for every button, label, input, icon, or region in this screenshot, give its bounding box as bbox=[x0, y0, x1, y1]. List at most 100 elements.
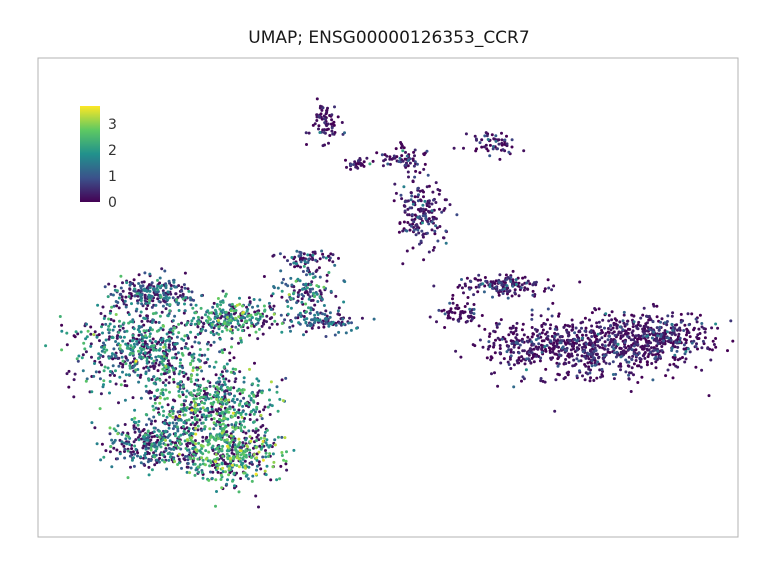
data-point bbox=[126, 344, 130, 348]
data-point bbox=[621, 328, 625, 332]
data-point bbox=[170, 356, 174, 360]
data-point bbox=[225, 328, 229, 332]
data-point bbox=[180, 347, 184, 350]
data-point bbox=[307, 306, 310, 310]
data-point bbox=[331, 132, 335, 136]
data-point bbox=[401, 229, 405, 233]
data-point bbox=[131, 346, 135, 350]
data-point bbox=[637, 351, 641, 355]
data-point bbox=[115, 289, 119, 293]
data-point bbox=[176, 446, 180, 450]
data-point bbox=[509, 275, 513, 279]
data-point bbox=[493, 351, 497, 355]
data-point bbox=[580, 326, 583, 330]
data-point bbox=[655, 315, 659, 319]
data-point bbox=[316, 300, 320, 303]
data-point bbox=[234, 421, 238, 425]
data-point bbox=[307, 131, 311, 135]
data-point bbox=[140, 280, 144, 284]
data-point bbox=[292, 261, 296, 265]
data-point bbox=[230, 302, 234, 306]
data-point bbox=[576, 335, 580, 339]
data-point bbox=[496, 336, 500, 340]
data-point bbox=[180, 466, 183, 470]
data-point bbox=[599, 331, 603, 335]
data-point bbox=[528, 348, 532, 351]
data-point bbox=[623, 345, 627, 349]
data-point bbox=[118, 347, 122, 351]
data-point bbox=[185, 406, 189, 410]
data-point bbox=[684, 357, 688, 361]
data-point bbox=[224, 326, 228, 330]
data-point bbox=[212, 393, 216, 397]
data-point bbox=[432, 198, 435, 202]
data-point bbox=[131, 396, 135, 400]
data-point bbox=[280, 451, 284, 454]
data-point bbox=[215, 490, 218, 493]
data-point bbox=[278, 477, 282, 481]
data-point bbox=[497, 281, 501, 285]
data-point bbox=[310, 280, 314, 284]
data-point bbox=[388, 157, 392, 161]
data-point bbox=[207, 450, 211, 454]
data-point bbox=[600, 367, 604, 371]
data-point bbox=[192, 389, 196, 393]
data-point bbox=[619, 355, 623, 359]
data-point bbox=[250, 479, 254, 483]
data-point bbox=[225, 401, 229, 405]
data-point bbox=[253, 361, 256, 365]
data-point bbox=[200, 401, 204, 405]
data-point bbox=[112, 446, 116, 450]
data-point bbox=[229, 327, 233, 331]
data-point bbox=[504, 340, 508, 344]
data-point bbox=[237, 490, 241, 494]
data-point bbox=[111, 293, 115, 297]
data-point bbox=[146, 366, 150, 370]
data-point bbox=[216, 470, 220, 474]
data-point bbox=[505, 277, 509, 281]
data-point bbox=[647, 348, 651, 352]
data-point bbox=[231, 445, 235, 449]
data-point bbox=[216, 400, 220, 404]
data-point bbox=[317, 124, 321, 128]
data-point bbox=[260, 391, 264, 395]
data-point bbox=[101, 355, 105, 358]
data-point bbox=[442, 236, 446, 240]
data-point bbox=[166, 290, 170, 294]
data-point bbox=[156, 369, 160, 373]
data-point bbox=[186, 287, 190, 291]
data-point bbox=[155, 342, 159, 346]
data-point bbox=[567, 361, 571, 364]
data-point bbox=[165, 356, 168, 360]
data-point bbox=[180, 403, 184, 407]
data-point bbox=[509, 354, 513, 358]
data-point bbox=[646, 343, 650, 347]
data-point bbox=[593, 307, 597, 310]
data-point bbox=[675, 349, 679, 353]
data-point bbox=[304, 320, 308, 324]
data-point bbox=[422, 167, 426, 171]
data-point bbox=[575, 357, 579, 361]
data-point bbox=[331, 122, 335, 126]
data-point bbox=[194, 378, 198, 382]
data-point bbox=[487, 345, 491, 349]
data-point bbox=[501, 148, 505, 152]
data-point bbox=[458, 315, 462, 319]
data-point bbox=[392, 154, 396, 158]
data-point bbox=[549, 347, 553, 351]
data-point bbox=[496, 384, 500, 388]
data-point bbox=[226, 386, 230, 390]
data-point bbox=[185, 438, 189, 442]
data-point bbox=[254, 313, 258, 316]
data-point bbox=[223, 399, 227, 403]
data-point bbox=[325, 279, 329, 283]
data-point bbox=[145, 356, 149, 360]
data-point bbox=[145, 423, 148, 427]
data-point bbox=[682, 343, 686, 347]
data-point bbox=[470, 317, 474, 321]
data-point bbox=[148, 272, 152, 276]
data-point bbox=[303, 260, 307, 264]
data-point bbox=[127, 321, 131, 325]
data-point bbox=[548, 327, 552, 330]
data-point bbox=[278, 252, 282, 256]
